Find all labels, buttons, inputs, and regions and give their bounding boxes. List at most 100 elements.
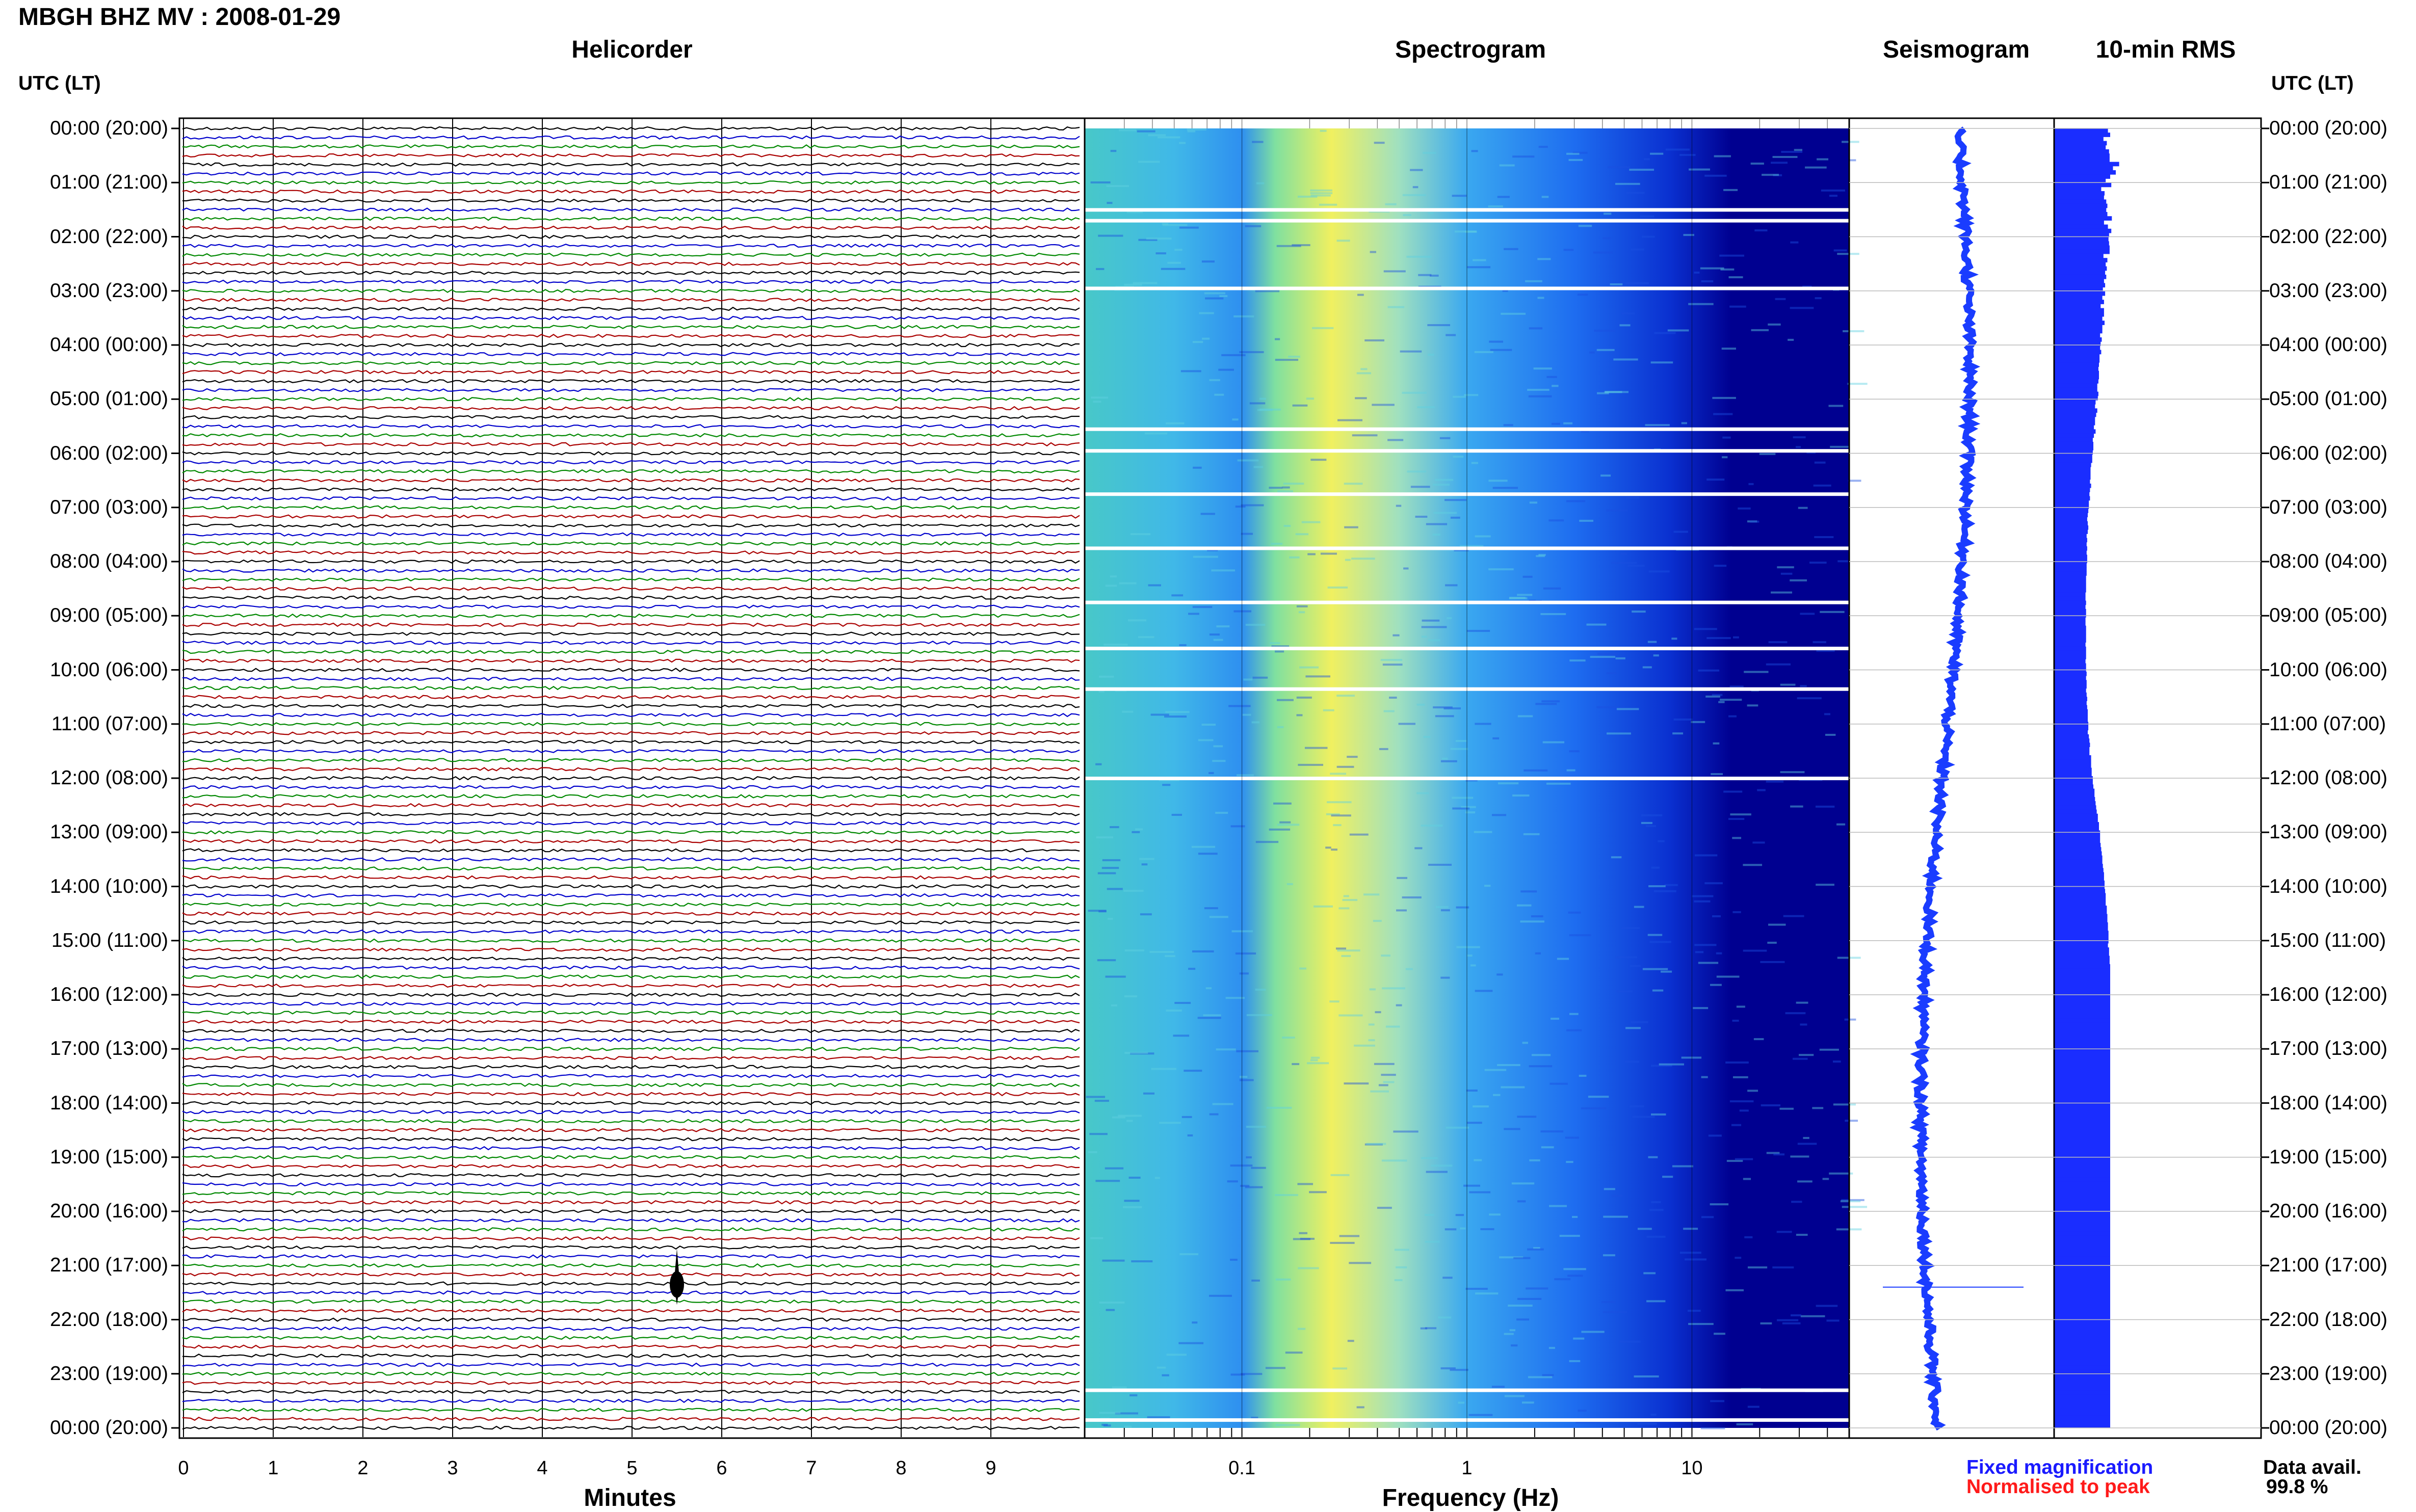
y-tick-label-right: 11:00 (07:00) [2269,712,2386,735]
spectrogram-texture [1783,915,1804,917]
spectrogram-texture [1197,1017,1221,1019]
helicorder-x-tick: 0 [178,1457,189,1479]
spectrogram-texture [1119,582,1137,585]
spectrogram-texture [1816,1305,1838,1307]
spectrogram-texture [1201,724,1216,726]
spectrogram-texture [1610,283,1623,285]
spectrogram-texture [1533,1247,1540,1250]
spectrogram-texture [1586,623,1607,626]
spectrogram-texture [1489,1213,1501,1216]
helicorder-trace [182,1092,1080,1097]
spectrogram-texture [1088,1151,1097,1153]
spectrogram-texture [1382,664,1403,666]
spectrogram-texture [1467,1122,1482,1124]
spectrogram-texture [1569,934,1591,937]
spectrogram-texture [1706,637,1731,640]
spectrogram-texture [1095,1180,1120,1182]
spectrogram-texture [1124,995,1138,998]
spectrogram-texture [1529,1159,1540,1161]
spectrogram-texture [1781,151,1803,153]
spectrogram-texture [1402,194,1426,196]
helicorder-trace [182,1344,1080,1349]
spectrogram-texture [1450,748,1468,750]
spectrogram-texture [1578,1410,1587,1412]
rms-bar [2054,834,2100,839]
spectrogram-texture [1239,1079,1254,1081]
spectrogram-texture [1130,1394,1138,1397]
spectrogram-texture [1730,813,1751,816]
spectrogram-texture [1517,715,1533,718]
helicorder-trace [182,938,1080,943]
spectrogram-texture [1166,1354,1187,1356]
spectrogram-texture [1632,1116,1655,1118]
rms-bar [2054,128,2108,133]
spectrogram-texture [1484,1069,1507,1071]
spectrogram-texture [1450,1369,1468,1371]
helicorder-x-tick: 3 [447,1457,458,1479]
spectrogram-texture [1706,479,1725,481]
rms-bar [2054,450,2093,455]
spectrogram-texture [1112,1116,1126,1119]
spectrogram-texture [1517,1200,1526,1203]
spectrogram-texture [1289,556,1300,559]
spectrogram-texture [1251,1416,1258,1419]
spectrogram-texture [1218,368,1234,371]
rms-bar [2054,642,2086,647]
rms-bar [2054,617,2086,622]
spectrogram-texture [1240,1185,1250,1187]
helicorder-trace [182,252,1080,257]
helicorder-trace [182,749,1080,754]
spectrogram-texture [1721,348,1737,350]
rms-bar [2054,709,2088,714]
spectrogram-texture [1642,968,1668,970]
helicorder-trace [182,1082,1080,1087]
spectrogram-texture [1736,1005,1745,1008]
spectrogram-texture [1747,1266,1768,1269]
spectrogram-texture [1569,750,1580,753]
rms-bar [2054,592,2086,597]
spectrogram-texture [1750,163,1764,165]
spectrogram-texture [1454,549,1469,551]
spectrogram-texture [1325,846,1331,849]
spectrogram-texture [1848,480,1861,482]
spectrogram-texture [1525,280,1542,282]
spectrogram-texture [1822,1178,1829,1180]
spectrogram-texture [1736,1423,1753,1425]
spectrogram-texture [1625,1060,1639,1063]
rms-bar [2054,713,2088,718]
spectrogram-texture [1540,613,1566,616]
spectrogram-texture [1502,289,1508,292]
spectrogram-texture [1394,1279,1403,1282]
spectrogram-texture [1837,253,1859,255]
spectrogram-texture [1265,1367,1285,1369]
rms-bar [2054,680,2087,685]
spectrogram-texture [1611,1195,1623,1197]
rms-bar [2054,1189,2110,1195]
rms-bar [2054,446,2093,450]
rms-bar [2054,759,2091,764]
helicorder-trace [182,1128,1080,1132]
helicorder-trace [182,1164,1080,1169]
rms-bar [2054,1248,2110,1253]
spectrogram-texture [1402,391,1427,394]
rms-bar [2054,496,2090,501]
helicorder-trace [182,1074,1080,1078]
spectrogram-texture [1440,976,1450,979]
spectrogram-texture [1115,1412,1138,1415]
spectrogram-texture [1431,1164,1453,1167]
spectrogram-texture [1276,245,1301,247]
spectrogram-texture [1165,955,1175,958]
helicorder-trace [182,586,1080,591]
rms-bar [2054,1193,2110,1199]
spectrogram-texture [1700,1427,1725,1429]
spectrogram-texture [1491,1386,1505,1388]
spectrogram-texture [1162,224,1188,226]
spectrogram-texture [1788,338,1794,341]
rms-bar [2054,826,2099,831]
spectrogram-texture [1086,1096,1106,1098]
spectrogram-texture [1101,1423,1108,1426]
rms-bar [2054,433,2094,438]
spectrogram-texture [1417,406,1435,409]
helicorder-trace [182,361,1080,365]
spectrogram-texture [1387,439,1404,441]
